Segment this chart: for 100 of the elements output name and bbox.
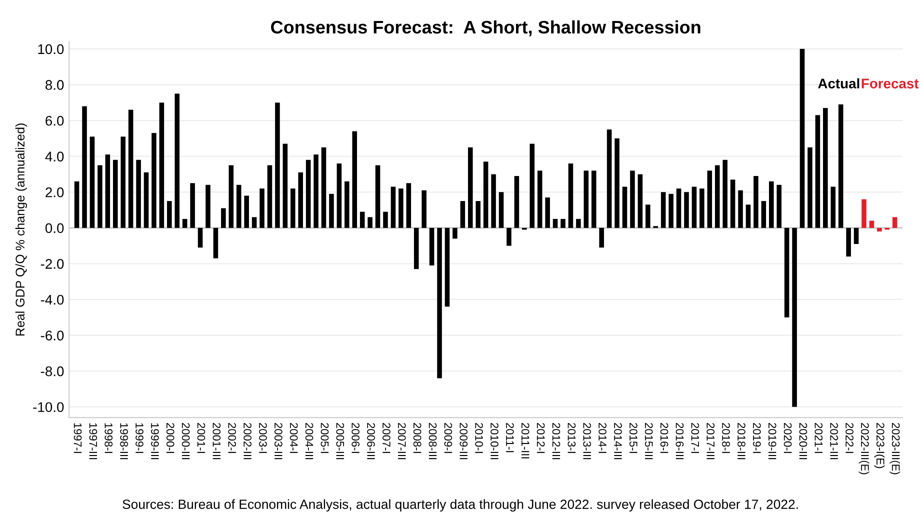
x-tick-label: 2007-III xyxy=(398,423,406,460)
x-tick-label: 2008-I xyxy=(413,423,422,453)
x-tick-label: 2007-I xyxy=(382,423,390,453)
bar xyxy=(869,220,874,228)
bar xyxy=(152,133,156,228)
x-tick-label: 2002-I xyxy=(228,423,236,453)
bar xyxy=(722,160,728,228)
bar xyxy=(692,186,697,228)
bar xyxy=(82,106,87,228)
bar xyxy=(120,136,126,228)
x-tick-label: 2001-I xyxy=(197,423,206,453)
bar xyxy=(167,201,172,228)
bar xyxy=(537,170,542,228)
x-tick-label: 2021-III xyxy=(830,423,838,460)
x-tick-label: 2016-III xyxy=(676,423,684,460)
y-tick-label: -8.0 xyxy=(40,366,64,376)
chart-title: Consensus Forecast: A Short, Shallow Recession xyxy=(271,20,700,36)
bar xyxy=(429,228,434,266)
x-tick-label: 2016-I xyxy=(660,423,668,453)
bar xyxy=(368,217,372,228)
bar xyxy=(260,188,264,228)
bar xyxy=(321,147,326,228)
x-tick-label: 2004-I xyxy=(290,423,298,453)
bar xyxy=(375,165,380,228)
x-tick-label: 2000-I xyxy=(166,423,174,453)
x-tick-label: 2015-I xyxy=(629,423,638,453)
x-tick-label: 1997-I xyxy=(74,423,82,453)
bar xyxy=(576,218,581,228)
bar xyxy=(444,228,450,307)
bar xyxy=(498,192,504,228)
bar xyxy=(823,108,828,228)
bar xyxy=(306,160,311,228)
bar xyxy=(112,160,118,228)
source-note: Sources: Bureau of Economic Analysis, actual quarterly data through June 2022. survey released October 17, 2022. xyxy=(122,499,798,512)
x-tick-label: 2008-III xyxy=(428,423,437,460)
x-tick-label: 1997-III xyxy=(89,423,98,460)
bar xyxy=(854,228,859,244)
bar xyxy=(491,174,496,228)
x-tick-label: 2018-I xyxy=(722,423,730,453)
x-tick-label: 2009-I xyxy=(444,423,452,453)
x-tick-label: 2014-I xyxy=(598,423,606,453)
x-tick-label: 2018-III xyxy=(738,423,746,460)
bar xyxy=(545,197,550,228)
bar xyxy=(352,131,358,228)
bar xyxy=(676,188,682,228)
bar xyxy=(267,165,272,228)
x-tick-label: 2021-I xyxy=(814,423,823,453)
bar xyxy=(622,186,628,228)
bar xyxy=(90,136,95,228)
bar xyxy=(360,212,365,228)
x-tick-label: 1999-I xyxy=(136,423,144,453)
y-tick-label: 6.0 xyxy=(46,116,64,126)
bar xyxy=(290,188,296,228)
bar xyxy=(314,154,318,228)
x-tick-label: 2010-III xyxy=(490,423,498,460)
bar xyxy=(383,212,388,228)
bar xyxy=(514,176,520,228)
x-tick-label: 2003-I xyxy=(259,423,267,453)
bar xyxy=(630,170,635,228)
y-tick-label: 8.0 xyxy=(46,80,64,90)
bar xyxy=(568,163,574,228)
x-tick-label: 2002-III xyxy=(244,423,252,460)
bar xyxy=(784,228,790,318)
x-tick-label: 2017-I xyxy=(691,423,700,453)
bar xyxy=(646,204,650,228)
y-tick-label: 0.0 xyxy=(45,223,64,234)
bar xyxy=(406,183,412,228)
bar xyxy=(468,147,473,228)
bar xyxy=(584,170,589,228)
bar xyxy=(390,186,396,228)
bar xyxy=(182,218,188,228)
x-tick-label: 2013-III xyxy=(583,423,592,460)
bar xyxy=(483,162,488,228)
bar xyxy=(792,228,797,407)
bar xyxy=(552,218,558,228)
bar xyxy=(530,144,535,228)
bar xyxy=(414,228,419,270)
bar xyxy=(684,192,689,228)
bar xyxy=(460,201,466,228)
bar xyxy=(591,170,596,228)
bar xyxy=(614,138,620,228)
bar xyxy=(877,228,882,232)
x-tick-label: 2001-III xyxy=(212,423,221,460)
bar xyxy=(862,199,866,228)
bar xyxy=(838,104,844,228)
bar xyxy=(800,48,805,228)
bar xyxy=(599,228,604,248)
y-tick-label: 4.0 xyxy=(45,152,64,162)
x-tick-label: 2012-III xyxy=(552,423,560,460)
x-tick-label: 1999-III xyxy=(150,423,159,460)
bar xyxy=(560,218,566,228)
bar xyxy=(221,208,226,228)
bar xyxy=(98,165,102,228)
bar xyxy=(506,228,512,246)
bar xyxy=(761,201,766,228)
bar xyxy=(244,196,249,228)
y-tick-label: 2.0 xyxy=(46,187,64,198)
x-tick-label: 2000-III xyxy=(182,423,190,460)
bar xyxy=(329,194,334,228)
y-tick-label: -4.0 xyxy=(40,294,64,305)
